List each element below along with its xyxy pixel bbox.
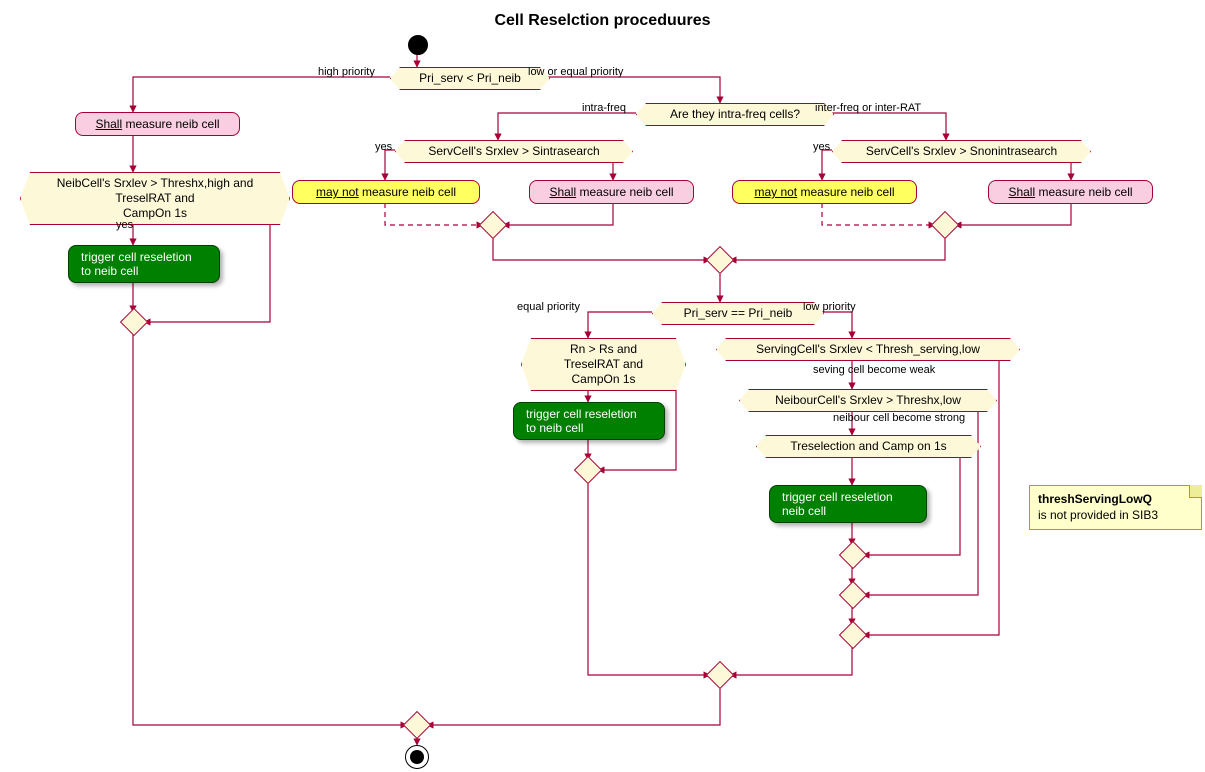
flow-edge: [493, 235, 710, 260]
note-box: threshServingLowQis not provided in SIB3: [1029, 485, 1202, 530]
activity-node: Shall measure neib cell: [75, 112, 240, 136]
diagram-title: Cell Reselction proceduures: [0, 12, 1205, 30]
flow-edge: [822, 203, 935, 225]
merge-diamond: [839, 581, 867, 609]
edge-label: yes: [116, 219, 133, 231]
decision-node: ServingCell's Srxlev < Thresh_serving,lo…: [716, 338, 1020, 361]
merge-diamond: [574, 456, 602, 484]
activity-node: may not measure neib cell: [732, 180, 917, 204]
decision-node: Treselection and Camp on 1s: [756, 435, 981, 458]
edge-label: yes: [375, 141, 392, 153]
decision-node: Rn > Rs andTreselRAT andCampOn 1s: [521, 338, 686, 391]
merge-diamond: [479, 211, 507, 239]
flow-edge: [498, 113, 636, 140]
end-node: [405, 745, 429, 769]
flow-edge: [385, 150, 395, 180]
flow-edge: [520, 77, 720, 103]
activity-node: Shall measure neib cell: [988, 180, 1153, 204]
decision-node: ServCell's Srxlev > Snonintrasearch: [832, 140, 1091, 163]
edge-label: equal priority: [517, 301, 580, 313]
flow-edge: [133, 77, 390, 112]
edge-label: inter-freq or inter-RAT: [815, 102, 921, 114]
edge-label: seving cell become weak: [813, 364, 935, 376]
edge-label: intra-freq: [582, 102, 626, 114]
merge-diamond: [120, 308, 148, 336]
activity-node: may not measure neib cell: [292, 180, 480, 204]
decision-node: Are they intra-freq cells?: [636, 103, 834, 126]
merge-diamond: [839, 541, 867, 569]
flow-edge: [955, 203, 1071, 225]
flow-edge: [385, 203, 483, 225]
start-node: [408, 35, 428, 55]
merge-diamond: [706, 246, 734, 274]
decision-node: Pri_serv < Pri_neib: [390, 67, 550, 90]
flow-edge: [822, 150, 832, 180]
activity-node: trigger cell reseletionto neib cell: [68, 245, 220, 283]
edge-label: high priority: [318, 66, 375, 78]
activity-node: Shall measure neib cell: [529, 180, 694, 204]
decision-node: NeibCell's Srxlev > Threshx,high andTres…: [20, 172, 290, 225]
edge-label: low or equal priority: [528, 66, 623, 78]
edge-label: neibour cell become strong: [833, 412, 965, 424]
activity-node: trigger cell reseletionto neib cell: [513, 402, 665, 440]
flow-edge: [730, 235, 945, 260]
edge-label: low priority: [803, 301, 856, 313]
decision-node: Pri_serv == Pri_neib: [652, 302, 824, 325]
flow-edge: [730, 645, 852, 675]
merge-diamond: [403, 711, 431, 739]
activity-node: trigger cell reseletionneib cell: [769, 485, 927, 523]
flow-edge: [427, 685, 720, 725]
flow-edge: [588, 312, 652, 338]
decision-node: NeibourCell's Srxlev > Threshx,low: [739, 389, 997, 412]
merge-diamond: [839, 621, 867, 649]
edge-label: yes: [813, 141, 830, 153]
decision-node: ServCell's Srxlev > Sintrasearch: [395, 140, 633, 163]
flow-edge: [503, 203, 613, 225]
flow-edge: [588, 480, 710, 675]
merge-diamond: [706, 661, 734, 689]
flow-edge: [133, 332, 407, 725]
merge-diamond: [931, 211, 959, 239]
